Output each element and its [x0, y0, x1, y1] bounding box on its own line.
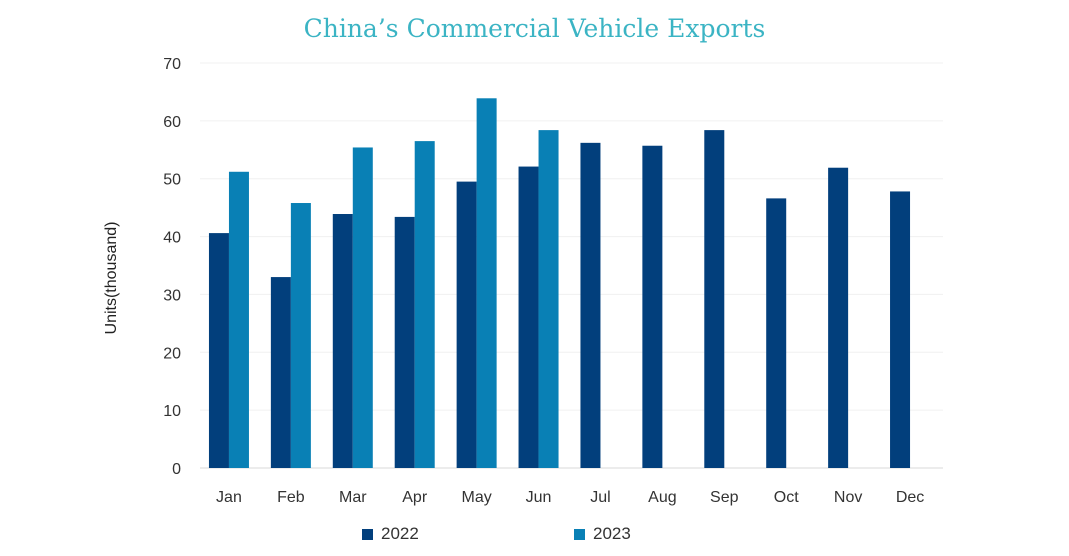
- x-tick-label: May: [462, 489, 492, 506]
- legend-item-2022: 2022: [362, 524, 419, 544]
- x-tick-label: Mar: [339, 489, 367, 506]
- bar-2022-Nov: [828, 167, 849, 468]
- bar-2022-Jan: [208, 233, 229, 468]
- x-tick-label: Feb: [277, 489, 305, 506]
- legend-swatch-2022: [362, 528, 373, 540]
- bar-2022-May: [456, 181, 477, 468]
- x-tick-label: Apr: [402, 489, 428, 506]
- y-tick-label: 0: [172, 461, 181, 478]
- y-tick-label: 60: [163, 114, 181, 131]
- bar-2022-Jul: [580, 142, 601, 469]
- y-tick-label: 40: [163, 230, 181, 247]
- bar-2023-Feb: [290, 203, 311, 468]
- legend-swatch-2023: [574, 528, 585, 540]
- bar-2022-Aug: [642, 145, 663, 468]
- x-tick-label: Oct: [774, 489, 799, 506]
- x-tick-label: Nov: [834, 489, 862, 506]
- chart-title: China’s Commercial Vehicle Exports: [303, 14, 766, 43]
- bar-2023-Jun: [538, 130, 559, 468]
- bar-2023-Jan: [228, 171, 249, 468]
- x-tick-label: Dec: [896, 489, 924, 506]
- y-tick-label: 50: [163, 172, 181, 189]
- bar-2022-Dec: [890, 191, 911, 468]
- bar-2022-Apr: [394, 216, 415, 468]
- legend-item-2023: 2023: [574, 524, 631, 544]
- bar-2022-Mar: [332, 214, 353, 468]
- bar-2022-Oct: [766, 198, 787, 468]
- x-tick-label: Jan: [216, 489, 242, 506]
- bar-2022-Sep: [704, 130, 725, 468]
- legend-label-2023: 2023: [593, 524, 631, 543]
- x-tick-label: Jun: [526, 489, 552, 506]
- y-tick-label: 30: [163, 287, 181, 304]
- x-tick-label: Aug: [648, 489, 676, 506]
- legend-label-2022: 2022: [381, 524, 419, 543]
- bar-2023-Apr: [414, 141, 435, 468]
- x-tick-label: Sep: [710, 489, 739, 506]
- y-tick-label: 20: [163, 345, 181, 362]
- bar-2022-Feb: [270, 277, 291, 468]
- bar-2022-Jun: [518, 166, 539, 469]
- y-tick-label: 10: [163, 403, 181, 420]
- x-tick-label: Jul: [590, 489, 610, 506]
- bar-2023-May: [476, 98, 497, 469]
- y-tick-label: 70: [163, 56, 181, 73]
- bar-2023-Mar: [352, 147, 373, 468]
